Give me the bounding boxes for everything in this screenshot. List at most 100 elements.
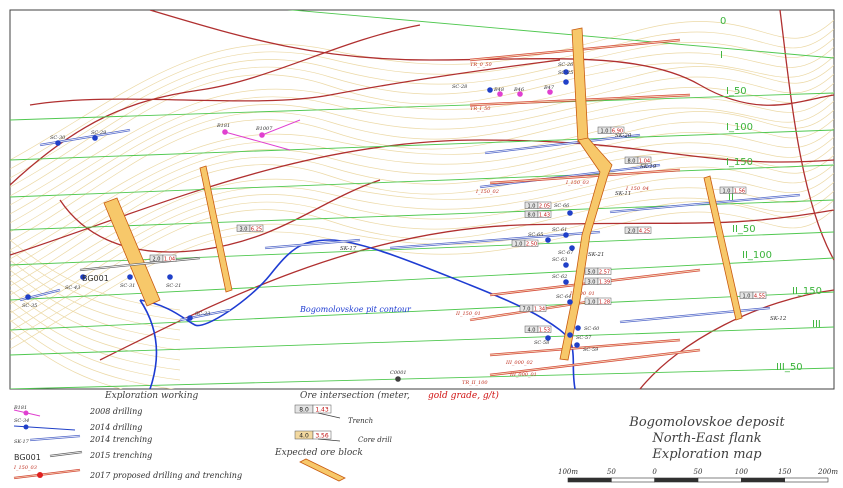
proposed-line-core (489, 349, 701, 376)
proposed-label: I_150_02 (475, 189, 499, 195)
drill-label: B46 (513, 87, 525, 93)
ore-tag-meter: 1.0 (528, 203, 536, 209)
ore-blocks (103, 27, 743, 361)
trench-label: SK-12 (770, 316, 787, 322)
legend-trench-text: Trench (348, 417, 373, 425)
trench-line-core (39, 129, 131, 146)
ore-tag: 8.0 1.04 (624, 156, 652, 164)
drill-label: B48 (493, 87, 504, 93)
ore-tag-meter: 5.0 (588, 269, 596, 275)
ore-tag: 3.0 1.39 (584, 277, 612, 285)
trench-line-core (484, 134, 641, 154)
ore-tag-grade: 6.90 (612, 128, 623, 134)
contour-line (10, 190, 834, 332)
contour-line (10, 127, 834, 269)
drill-hole (80, 274, 86, 280)
drill-label: SC-33 (195, 311, 210, 317)
section-label: II (728, 192, 734, 203)
section-label: 0 (720, 16, 726, 27)
ore-tags: 1.0 6.908.0 1.041.0 1.568.0 1.431.0 2.053.0 6.… (149, 126, 767, 333)
contour-line (10, 154, 834, 296)
drill-hole (567, 210, 573, 216)
section-line (10, 164, 834, 198)
contour-line (10, 118, 834, 260)
ore-tag-grade: 1.28 (599, 299, 610, 305)
contour-line (10, 136, 834, 278)
drill-trace-2008 (224, 131, 291, 151)
ore-block (703, 175, 743, 321)
scale-tick-label: 150 (778, 468, 792, 476)
ore-tag-grade-box (532, 304, 547, 312)
ore-tag: 7.0 1.34 (519, 304, 547, 312)
ore-tag-grade-box (249, 224, 264, 232)
section-label: II_100 (742, 250, 772, 261)
trenches: SK-20 SK-19 SK-17 SK-21 SK-12 SK-11 (19, 128, 801, 324)
legend: Exploration working Ore intersection (met… (13, 390, 499, 482)
section-label: III (812, 319, 821, 330)
fault-line (639, 289, 834, 389)
ore-tag-grade-box (597, 277, 612, 285)
drill-hole (563, 232, 569, 238)
drill-label: SC-60 (584, 326, 600, 332)
title-line-1: Bogomolovskoe deposit (628, 415, 785, 430)
ore-tag-meter: 8.0 (528, 212, 536, 218)
legend-ore-block-text: Expected ore block (274, 448, 363, 458)
trench-label: SK-21 (588, 252, 604, 258)
trench-line-core (609, 194, 801, 213)
legend-core-leader (317, 438, 341, 442)
legend-trench-tag: 8.0 1.43 (294, 404, 341, 419)
trench-label: SK-17 (340, 246, 357, 252)
ore-tag: 1.0 4.55 (739, 291, 767, 299)
legend-2015-trench-core (49, 451, 83, 457)
legend-2014-trench-text: 2014 trenching (89, 435, 152, 444)
scale-tick-label: 100 (735, 468, 749, 476)
scale-tick-label: 50 (607, 468, 616, 476)
contour-line (10, 269, 181, 341)
drill-hole (127, 274, 133, 280)
ore-tag: 8.0 1.43 (524, 210, 552, 218)
drill-label: B47 (543, 85, 555, 91)
legend-2008-text: 2008 drilling (89, 407, 142, 416)
drill-label: SC-64 (556, 294, 571, 300)
drill-label: SC-26 (558, 62, 574, 68)
ore-tag: 3.0 6.25 (236, 224, 264, 232)
proposed-label: III_000_02 (505, 360, 533, 366)
ore-tag-grade-box (752, 291, 767, 299)
scale-tick-label: 200m (817, 468, 838, 476)
section-line (287, 10, 834, 59)
ore-tag-grade-box (537, 325, 552, 333)
ore-tag-grade-box (537, 201, 552, 209)
bg-trench-core (79, 257, 201, 271)
fault-lines (10, 10, 834, 389)
drill-label: SC-31 (120, 283, 135, 289)
legend-2008-dot (23, 410, 29, 416)
drill-hole (567, 299, 573, 305)
legend-proposed-core (13, 469, 81, 479)
contour-line (10, 91, 834, 233)
drill-hole (569, 245, 575, 251)
scale-bar: 100m 50 0 50 100 150 200m (558, 468, 838, 483)
scale-segment (654, 477, 699, 483)
trench-label: SK-20 (615, 133, 632, 139)
ore-tag-grade: 1.34 (534, 306, 545, 312)
section-label: II_50 (732, 224, 756, 235)
scale-segment (567, 477, 612, 483)
proposed-label: III_000_01 (509, 372, 537, 378)
ore-tag-meter: 1.0 (588, 299, 596, 305)
ore-tag: 4.0 1.53 (524, 325, 552, 333)
scale-segment (611, 477, 655, 483)
legend-2014-drill-text: 2014 drilling (89, 423, 142, 432)
trench-line-core (479, 164, 661, 188)
legend-core-text: Core drill (358, 436, 392, 444)
drill-hole (395, 376, 401, 382)
drill-hole (517, 91, 523, 97)
fault-line (99, 209, 834, 361)
ore-tag-grade-box (732, 186, 747, 194)
drill-label: SC-66 (554, 203, 570, 209)
legend-trench-leader (317, 412, 341, 419)
ore-tag: 1.0 2.05 (524, 201, 552, 209)
legend-core-tag-meter: 4.0 (299, 433, 309, 440)
section-line (10, 291, 834, 331)
ore-tag-grade-box (597, 297, 612, 305)
drill-hole (563, 69, 569, 75)
